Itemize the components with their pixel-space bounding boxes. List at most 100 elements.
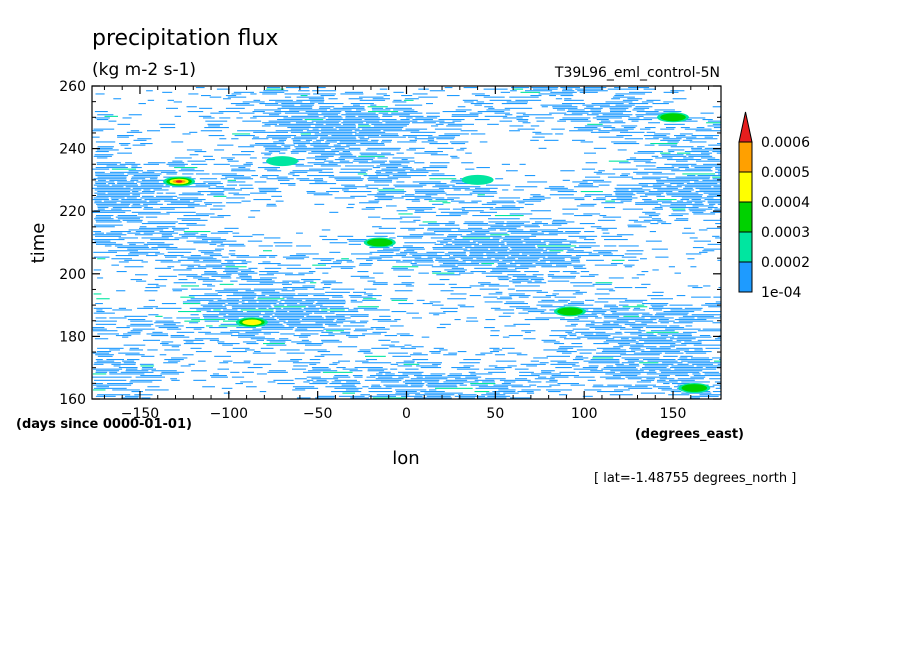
precip-streak: [635, 203, 662, 205]
precip-streak: [562, 90, 575, 92]
precip-streak: [374, 232, 395, 234]
precip-streak: [300, 104, 314, 106]
precip-streak: [703, 219, 721, 221]
precip-streak: [326, 191, 340, 193]
precip-streak: [383, 248, 401, 250]
precip-streak: [406, 248, 425, 250]
precip-streak: [513, 323, 531, 325]
precip-streak: [368, 391, 393, 393]
precip-streak: [598, 130, 629, 132]
precip-streak: [439, 323, 451, 325]
precip-streak: [426, 103, 433, 105]
precip-streak: [94, 111, 108, 113]
precip-streak: [633, 171, 662, 173]
precip-streak: [140, 183, 183, 185]
precip-streak: [429, 143, 449, 145]
precip-streak: [238, 167, 246, 169]
precip-streak: [350, 301, 363, 303]
precip-streak: [580, 271, 590, 273]
precip-streak: [433, 314, 440, 316]
precip-streak: [342, 151, 350, 153]
precip-streak: [264, 149, 288, 151]
precip-streak: [585, 176, 601, 178]
precip-streak: [92, 352, 110, 354]
precip-streak: [413, 219, 421, 221]
precip-streak: [567, 250, 584, 252]
precip-streak: [514, 368, 529, 370]
precip-streak: [560, 319, 580, 321]
precip-streak: [490, 234, 510, 236]
precip-streak: [94, 320, 117, 322]
precip-streak: [289, 171, 308, 173]
precip-streak: [695, 191, 721, 193]
precip-streak: [358, 125, 371, 127]
precip-streak: [574, 186, 599, 188]
precip-streak: [615, 363, 624, 365]
precip-streak: [674, 135, 686, 137]
precip-streak: [537, 386, 552, 388]
precip-streak: [220, 178, 228, 180]
precip-streak: [111, 258, 132, 260]
precip-streak: [345, 112, 376, 114]
precip-streak: [533, 88, 558, 90]
precip-streak: [394, 290, 413, 292]
precip-streak: [573, 376, 595, 378]
precip-streak: [607, 176, 633, 178]
precip-streak: [315, 303, 346, 305]
precip-streak: [681, 343, 702, 345]
colorbar-box: [738, 201, 753, 233]
precip-streak: [369, 247, 390, 249]
precip-streak: [289, 109, 328, 111]
precip-streak: [502, 117, 523, 119]
precip-streak: [382, 114, 410, 116]
precip-streak: [666, 194, 703, 196]
precip-streak: [486, 253, 520, 255]
precip-streak: [403, 99, 414, 101]
precip-streak: [345, 389, 359, 391]
precip-streak: [518, 296, 529, 298]
precip-streak: [453, 189, 461, 191]
precip-streak: [356, 258, 382, 260]
precip-streak: [377, 259, 401, 261]
precip-streak: [240, 381, 253, 383]
precip-streak: [438, 261, 466, 263]
precip-streak: [296, 397, 311, 399]
precip-streak: [353, 291, 366, 293]
precip-streak: [602, 216, 622, 218]
precip-streak: [576, 349, 597, 351]
precip-streak: [715, 167, 721, 169]
y-tick-label: 220: [59, 204, 86, 220]
precip-streak: [460, 147, 467, 149]
precip-streak: [615, 331, 622, 333]
precip-streak: [635, 114, 665, 116]
precip-streak: [211, 376, 228, 378]
precip-streak: [167, 162, 185, 164]
precip-streak: [643, 359, 676, 361]
precip-streak: [646, 373, 688, 375]
precip-streak: [221, 256, 229, 258]
precip-streak: [343, 120, 380, 122]
precip-streak: [624, 299, 648, 301]
precip-streak: [284, 146, 291, 148]
precip-streak: [579, 223, 595, 225]
precip-streak: [398, 371, 424, 373]
precip-streak: [507, 256, 546, 258]
precip-streak: [132, 328, 155, 330]
precip-streak: [604, 239, 628, 241]
precip-streak: [549, 309, 557, 311]
precip-streak: [583, 87, 607, 89]
precip-streak: [590, 322, 611, 324]
precip-streak: [465, 168, 475, 170]
precip-streak: [317, 301, 346, 303]
precip-streak: [295, 328, 308, 330]
precip-streak: [358, 123, 369, 125]
precip-streak: [315, 125, 356, 127]
precip-streak: [706, 195, 721, 197]
precip-streak: [294, 136, 319, 138]
precip-streak: [340, 331, 351, 333]
precip-streak: [644, 365, 669, 367]
precip-streak: [707, 200, 721, 202]
precip-streak: [677, 152, 691, 154]
precip-streak: [510, 397, 531, 399]
precip-streak: [469, 295, 481, 297]
